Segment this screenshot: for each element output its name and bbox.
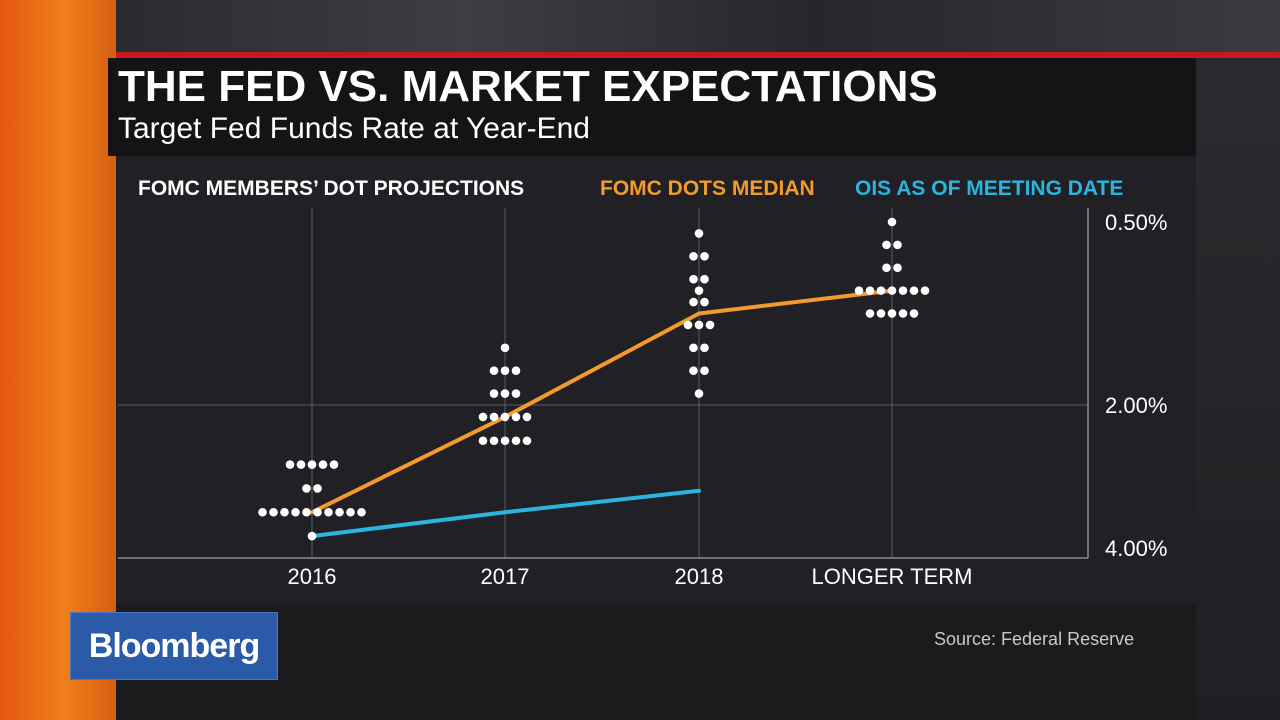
dot-projection — [683, 320, 693, 330]
y-tick-label: 0.50% — [1105, 210, 1167, 235]
source-note: Source: Federal Reserve — [934, 629, 1135, 649]
plot-background — [116, 156, 1196, 604]
dot-projection — [313, 484, 322, 493]
dot-projection — [307, 460, 317, 469]
chart-subtitle: Target Fed Funds Rate at Year-End — [118, 112, 590, 145]
dot-projection — [882, 263, 891, 273]
dot-projection — [898, 309, 908, 318]
dot-projection — [296, 460, 306, 469]
dot-projection — [346, 507, 355, 517]
dot-projection — [280, 507, 289, 517]
dot-projection — [500, 366, 510, 375]
dot-projection — [500, 389, 510, 398]
ois-marker — [307, 531, 317, 541]
dot-projection — [511, 389, 521, 398]
dot-projection — [329, 460, 339, 469]
dot-projection — [909, 286, 919, 295]
dot-projection — [887, 286, 897, 295]
dot-projection — [511, 436, 521, 446]
dot-projection — [689, 252, 698, 261]
dot-projection — [887, 309, 897, 318]
y-tick-label: 4.00% — [1105, 536, 1167, 561]
dot-projection — [898, 286, 908, 295]
y-tick-label: 2.00% — [1105, 393, 1167, 418]
legend-dots-median: FOMC DOTS MEDIAN — [600, 177, 815, 200]
dot-projection — [705, 320, 715, 330]
x-tick-label: 2018 — [675, 564, 724, 589]
dot-projection — [324, 507, 333, 517]
dot-projection — [876, 309, 886, 318]
dot-projection — [882, 240, 891, 250]
bloomberg-logo: Bloomberg — [70, 612, 278, 680]
dot-projection — [489, 436, 499, 446]
dot-projection — [489, 366, 499, 375]
dot-projection — [478, 412, 488, 422]
dot-projection — [876, 286, 886, 295]
dot-projection — [694, 229, 704, 238]
dot-projection — [489, 389, 499, 398]
dot-projection — [335, 507, 344, 517]
dot-projection — [694, 286, 704, 295]
dot-projection — [357, 507, 366, 517]
dot-projection — [893, 263, 902, 273]
x-tick-label: 2017 — [481, 564, 530, 589]
dot-projection — [500, 436, 510, 446]
dot-projection — [269, 507, 278, 517]
dot-projection — [865, 309, 875, 318]
dot-projection — [887, 217, 897, 227]
left-accent-strip — [0, 0, 116, 720]
dot-projection — [689, 366, 698, 375]
dot-projection — [522, 412, 532, 422]
dot-projection — [920, 286, 930, 295]
median-line — [310, 288, 894, 515]
dot-projection — [700, 274, 709, 284]
dot-projection — [478, 436, 488, 446]
dot-projection — [258, 507, 267, 517]
dot-projection — [700, 343, 709, 353]
ois-line — [310, 488, 701, 539]
dot-projection — [302, 484, 311, 493]
dot-projection — [700, 252, 709, 261]
dot-projection — [511, 412, 521, 422]
dot-projection — [694, 320, 704, 330]
dot-projection — [500, 343, 510, 353]
dot-projection — [689, 297, 698, 307]
title-band — [108, 58, 1280, 156]
top-background — [116, 0, 1280, 58]
x-tick-label: 2016 — [288, 564, 337, 589]
legend-ois: OIS AS OF MEETING DATE — [855, 177, 1124, 200]
dot-projection — [489, 412, 499, 422]
dot-projection — [313, 507, 322, 517]
red-accent-rule — [116, 52, 1280, 58]
chart-title: THE FED VS. MARKET EXPECTATIONS — [118, 62, 938, 111]
dot-projection — [854, 286, 864, 295]
dot-projection — [865, 286, 875, 295]
dot-projection — [909, 309, 919, 318]
dot-projection — [318, 460, 328, 469]
x-tick-label: LONGER TERM — [812, 564, 973, 589]
dot-projection — [302, 507, 311, 517]
dot-projection — [291, 507, 300, 517]
dot-projection — [700, 366, 709, 375]
dot-projection — [500, 412, 510, 422]
dot-projection — [689, 343, 698, 353]
dot-projection — [511, 366, 521, 375]
right-background — [1196, 58, 1280, 720]
legend-dot-projections: FOMC MEMBERS’ DOT PROJECTIONS — [138, 177, 525, 200]
dot-projection — [700, 297, 709, 307]
dot-projection — [694, 389, 704, 398]
dot-projection — [893, 240, 902, 250]
dot-projection — [522, 436, 532, 446]
dot-projection — [285, 460, 295, 469]
dot-projection — [689, 274, 698, 284]
bloomberg-wordmark: Bloomberg — [88, 626, 260, 665]
